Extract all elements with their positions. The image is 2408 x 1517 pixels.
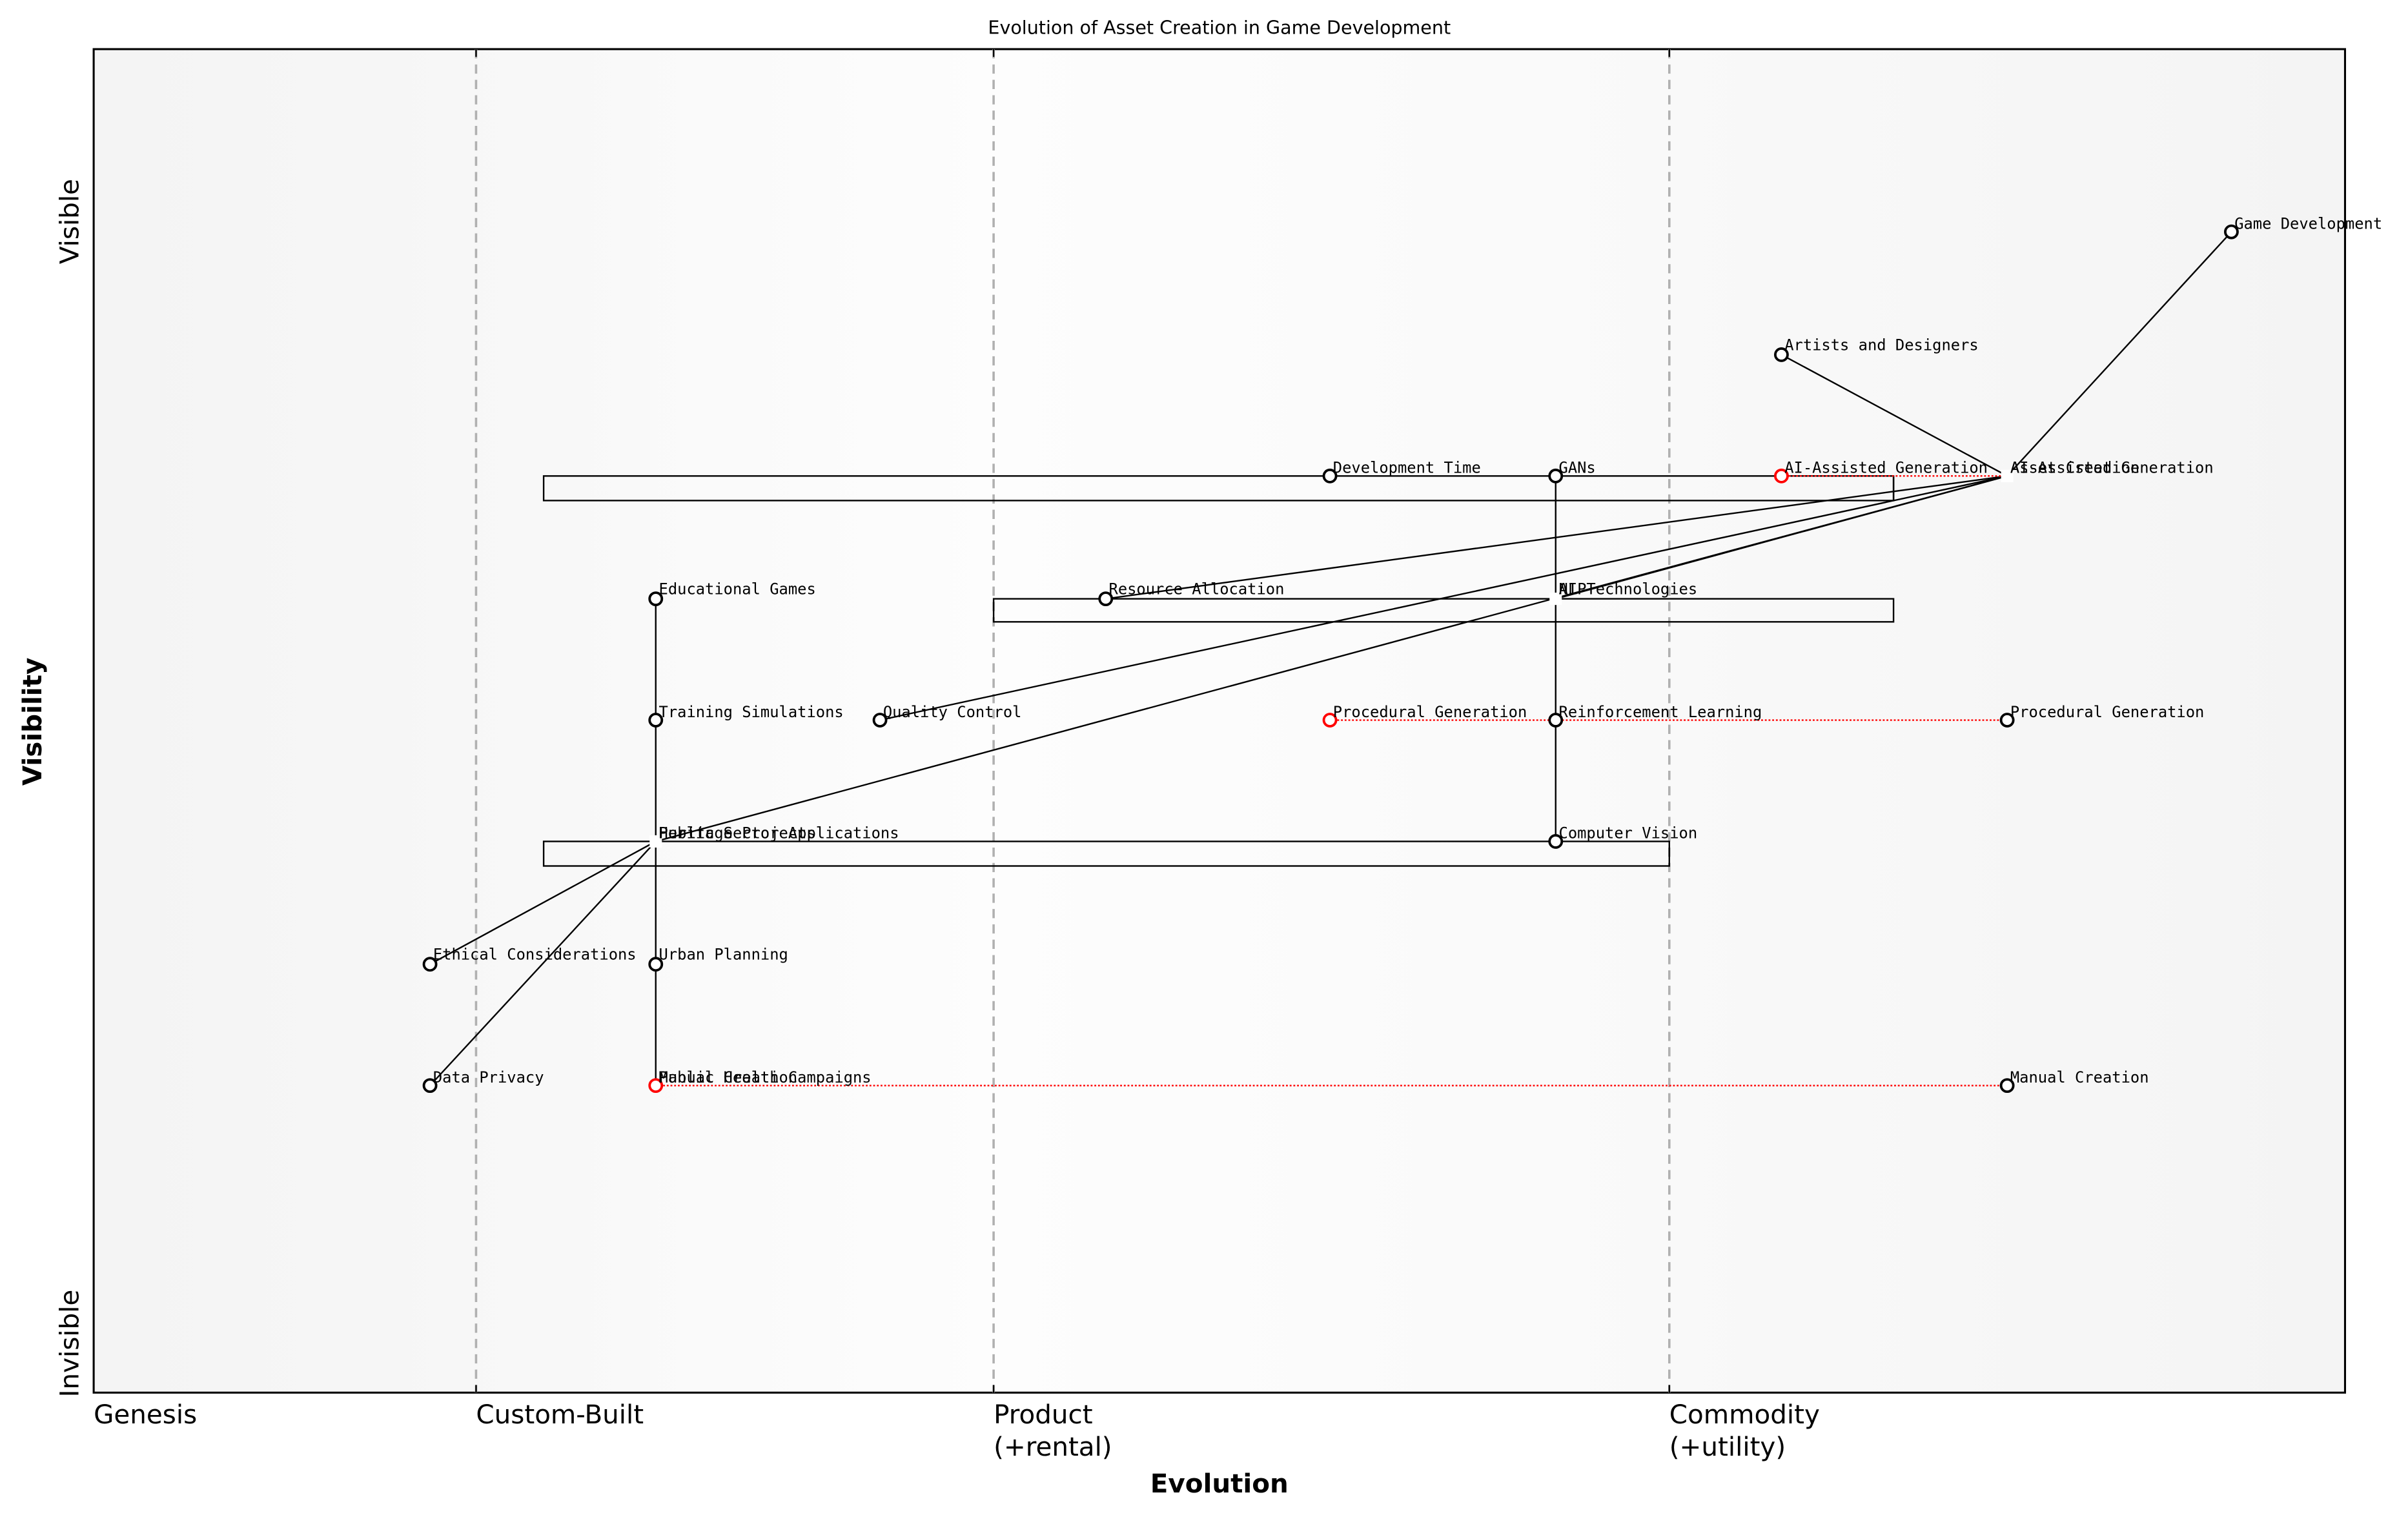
- node-educational-games[interactable]: [648, 591, 664, 607]
- label-ai-assisted-generation-old: AI-Assisted Generation: [1784, 459, 1988, 477]
- label-computer-vision: Computer Vision: [1559, 824, 1698, 842]
- node-development-time[interactable]: [1322, 468, 1338, 484]
- label-gans: GANs: [1559, 459, 1596, 477]
- label-procedural-generation-old: Procedural Generation: [1333, 703, 1527, 721]
- chart-title: Evolution of Asset Creation in Game Deve…: [988, 17, 1451, 38]
- label-nlp: NLP: [1559, 580, 1587, 598]
- node-labels: Game Development Artists and Designers A…: [433, 214, 2382, 1086]
- stage-label-commodity-sub: (+utility): [1669, 1431, 1786, 1462]
- label-artists-designers: Artists and Designers: [1784, 336, 1979, 354]
- label-quality-control: Quality Control: [883, 703, 1022, 721]
- label-reinforcement-learning: Reinforcement Learning: [1559, 703, 1762, 721]
- node-manual-creation[interactable]: [1999, 1078, 2015, 1094]
- label-public-health: Public Health Campaigns: [659, 1068, 872, 1086]
- y-bottom-label: Invisible: [54, 1290, 85, 1398]
- label-manual-creation-old: Manual Creation: [659, 1068, 798, 1086]
- label-manual-creation: Manual Creation: [2010, 1068, 2149, 1086]
- label-ai-technologies: AI Technologies: [1559, 580, 1698, 598]
- node-artists-designers[interactable]: [1774, 347, 1789, 362]
- label-ethical-considerations: Ethical Considerations: [433, 946, 637, 964]
- label-urban-planning: Urban Planning: [659, 946, 788, 964]
- x-axis-title: Evolution: [1150, 1468, 1289, 1499]
- node-ethical-considerations[interactable]: [422, 957, 438, 972]
- node-resource-allocation[interactable]: [1098, 591, 1114, 607]
- label-ai-assisted-generation: AI-Assisted Generation: [2010, 459, 2214, 477]
- label-procedural-generation: Procedural Generation: [2010, 703, 2205, 721]
- junction-marker: [2001, 469, 2014, 482]
- stage-label-custom-built: Custom-Built: [476, 1399, 644, 1430]
- node-procedural-generation-old[interactable]: [1322, 713, 1338, 728]
- node-quality-control[interactable]: [872, 713, 888, 728]
- node-gans[interactable]: [1548, 468, 1564, 484]
- evolution-lines: [655, 475, 2008, 1086]
- label-training-simulations: Training Simulations: [659, 703, 844, 721]
- node-manual-creation-old[interactable]: [648, 1078, 664, 1094]
- label-game-development: Game Development: [2234, 214, 2382, 232]
- y-axis-title: Visibility: [17, 658, 48, 786]
- plot-area: [92, 48, 2347, 1394]
- dependency-links: [429, 231, 2232, 1086]
- node-reinforcement-learning[interactable]: [1548, 713, 1564, 728]
- node-computer-vision[interactable]: [1548, 834, 1564, 849]
- node-urban-planning[interactable]: [648, 957, 664, 972]
- junction-marker: [1549, 593, 1562, 606]
- stage-label-commodity: Commodity: [1669, 1399, 1820, 1430]
- label-data-privacy: Data Privacy: [433, 1068, 544, 1086]
- stage-label-product: Product: [994, 1399, 1092, 1430]
- node-data-privacy[interactable]: [422, 1078, 438, 1094]
- label-development-time: Development Time: [1333, 459, 1481, 477]
- stage-label-product-sub: (+rental): [994, 1431, 1112, 1462]
- node-procedural-generation[interactable]: [1999, 713, 2015, 728]
- label-resource-allocation: Resource Allocation: [1109, 580, 1285, 598]
- label-public-sector: Public Sector Applications: [659, 824, 899, 842]
- y-top-label: Visible: [54, 179, 85, 264]
- group-box-bottom: [542, 840, 1670, 867]
- label-asset-creation: Asset Creation: [2010, 459, 2139, 477]
- label-educational-games: Educational Games: [659, 580, 816, 598]
- junction-marker: [649, 835, 662, 848]
- node-ai-assisted-generation-old[interactable]: [1774, 468, 1789, 484]
- stage-label-genesis: Genesis: [94, 1399, 197, 1430]
- node-training-simulations[interactable]: [648, 713, 664, 728]
- label-heritage-projects: Heritage Projects: [659, 824, 816, 842]
- nodes: [422, 224, 2239, 1094]
- node-game-development[interactable]: [2224, 224, 2239, 239]
